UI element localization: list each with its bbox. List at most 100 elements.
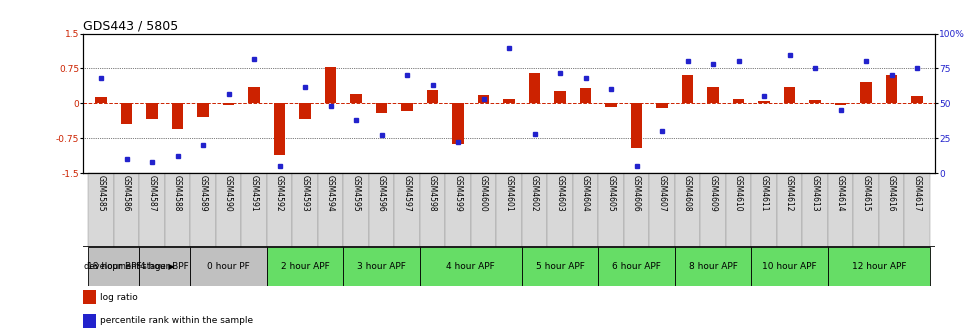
- Bar: [88, 173, 113, 247]
- Text: percentile rank within the sample: percentile rank within the sample: [100, 317, 253, 325]
- Bar: [648, 173, 674, 247]
- Bar: [215, 173, 241, 247]
- Bar: [860, 82, 871, 103]
- Bar: [83, 290, 96, 304]
- Text: GSM4614: GSM4614: [835, 175, 844, 212]
- Bar: [394, 173, 420, 247]
- Text: GSM4603: GSM4603: [555, 175, 564, 212]
- Text: GSM4610: GSM4610: [734, 175, 742, 212]
- Bar: [343, 247, 420, 286]
- Bar: [190, 173, 215, 247]
- Bar: [267, 173, 292, 247]
- Bar: [401, 103, 413, 111]
- Text: GSM4595: GSM4595: [351, 175, 360, 212]
- Text: 4 hour APF: 4 hour APF: [446, 262, 495, 271]
- Text: GSM4615: GSM4615: [861, 175, 869, 212]
- Bar: [655, 103, 667, 108]
- Bar: [496, 173, 521, 247]
- Text: GSM4596: GSM4596: [377, 175, 385, 212]
- Bar: [623, 173, 648, 247]
- Bar: [426, 90, 438, 103]
- Bar: [95, 97, 107, 103]
- Bar: [911, 96, 922, 103]
- Text: GSM4594: GSM4594: [326, 175, 334, 212]
- Text: GSM4609: GSM4609: [708, 175, 717, 212]
- Bar: [674, 247, 750, 286]
- Text: GSM4590: GSM4590: [224, 175, 233, 212]
- Text: GSM4591: GSM4591: [249, 175, 258, 212]
- Bar: [83, 314, 96, 328]
- Bar: [598, 173, 623, 247]
- Text: 18 hour BPF: 18 hour BPF: [86, 262, 141, 271]
- Text: GSM4597: GSM4597: [402, 175, 411, 212]
- Bar: [477, 95, 489, 103]
- Text: GSM4604: GSM4604: [581, 175, 590, 212]
- Bar: [827, 173, 853, 247]
- Text: GSM4606: GSM4606: [632, 175, 641, 212]
- Bar: [369, 173, 394, 247]
- Text: GSM4602: GSM4602: [529, 175, 539, 212]
- Bar: [853, 173, 878, 247]
- Text: GSM4617: GSM4617: [911, 175, 920, 212]
- Bar: [783, 87, 794, 103]
- Bar: [725, 173, 750, 247]
- Bar: [190, 247, 267, 286]
- Text: 10 hour APF: 10 hour APF: [762, 262, 816, 271]
- Bar: [350, 94, 362, 103]
- Bar: [885, 76, 897, 103]
- Bar: [777, 173, 802, 247]
- Text: GSM4611: GSM4611: [759, 175, 768, 212]
- Bar: [318, 173, 343, 247]
- Text: GSM4616: GSM4616: [886, 175, 895, 212]
- Bar: [604, 103, 616, 107]
- Bar: [521, 173, 547, 247]
- Bar: [827, 247, 929, 286]
- Bar: [88, 247, 139, 286]
- Bar: [521, 247, 598, 286]
- Bar: [878, 173, 904, 247]
- Bar: [248, 87, 259, 103]
- Bar: [733, 99, 743, 103]
- Bar: [579, 88, 591, 103]
- Bar: [452, 103, 464, 144]
- Bar: [528, 73, 540, 103]
- Bar: [139, 247, 190, 286]
- Bar: [802, 173, 827, 247]
- Bar: [699, 173, 725, 247]
- Text: GSM4608: GSM4608: [683, 175, 691, 212]
- Bar: [223, 103, 234, 105]
- Bar: [292, 173, 318, 247]
- Bar: [343, 173, 369, 247]
- Text: 8 hour APF: 8 hour APF: [688, 262, 736, 271]
- Bar: [445, 173, 470, 247]
- Bar: [598, 247, 674, 286]
- Bar: [164, 173, 190, 247]
- Text: GSM4605: GSM4605: [606, 175, 615, 212]
- Text: GSM4593: GSM4593: [300, 175, 309, 212]
- Text: GSM4612: GSM4612: [784, 175, 793, 212]
- Text: 3 hour APF: 3 hour APF: [357, 262, 406, 271]
- Bar: [750, 247, 827, 286]
- Bar: [681, 76, 692, 103]
- Bar: [503, 99, 514, 103]
- Bar: [809, 100, 820, 103]
- Text: GSM4589: GSM4589: [199, 175, 207, 212]
- Bar: [707, 87, 718, 103]
- Bar: [139, 173, 164, 247]
- Text: GSM4601: GSM4601: [504, 175, 513, 212]
- Text: GSM4588: GSM4588: [173, 175, 182, 212]
- Bar: [750, 173, 776, 247]
- Text: 2 hour APF: 2 hour APF: [281, 262, 330, 271]
- Text: GSM4587: GSM4587: [148, 175, 156, 212]
- Text: GDS443 / 5805: GDS443 / 5805: [83, 19, 178, 33]
- Bar: [420, 247, 521, 286]
- Text: GSM4613: GSM4613: [810, 175, 819, 212]
- Bar: [242, 173, 267, 247]
- Bar: [146, 103, 157, 119]
- Text: GSM4607: GSM4607: [657, 175, 666, 212]
- Bar: [376, 103, 387, 113]
- Bar: [834, 103, 845, 105]
- Bar: [113, 173, 139, 247]
- Text: GSM4585: GSM4585: [97, 175, 106, 212]
- Bar: [630, 103, 642, 149]
